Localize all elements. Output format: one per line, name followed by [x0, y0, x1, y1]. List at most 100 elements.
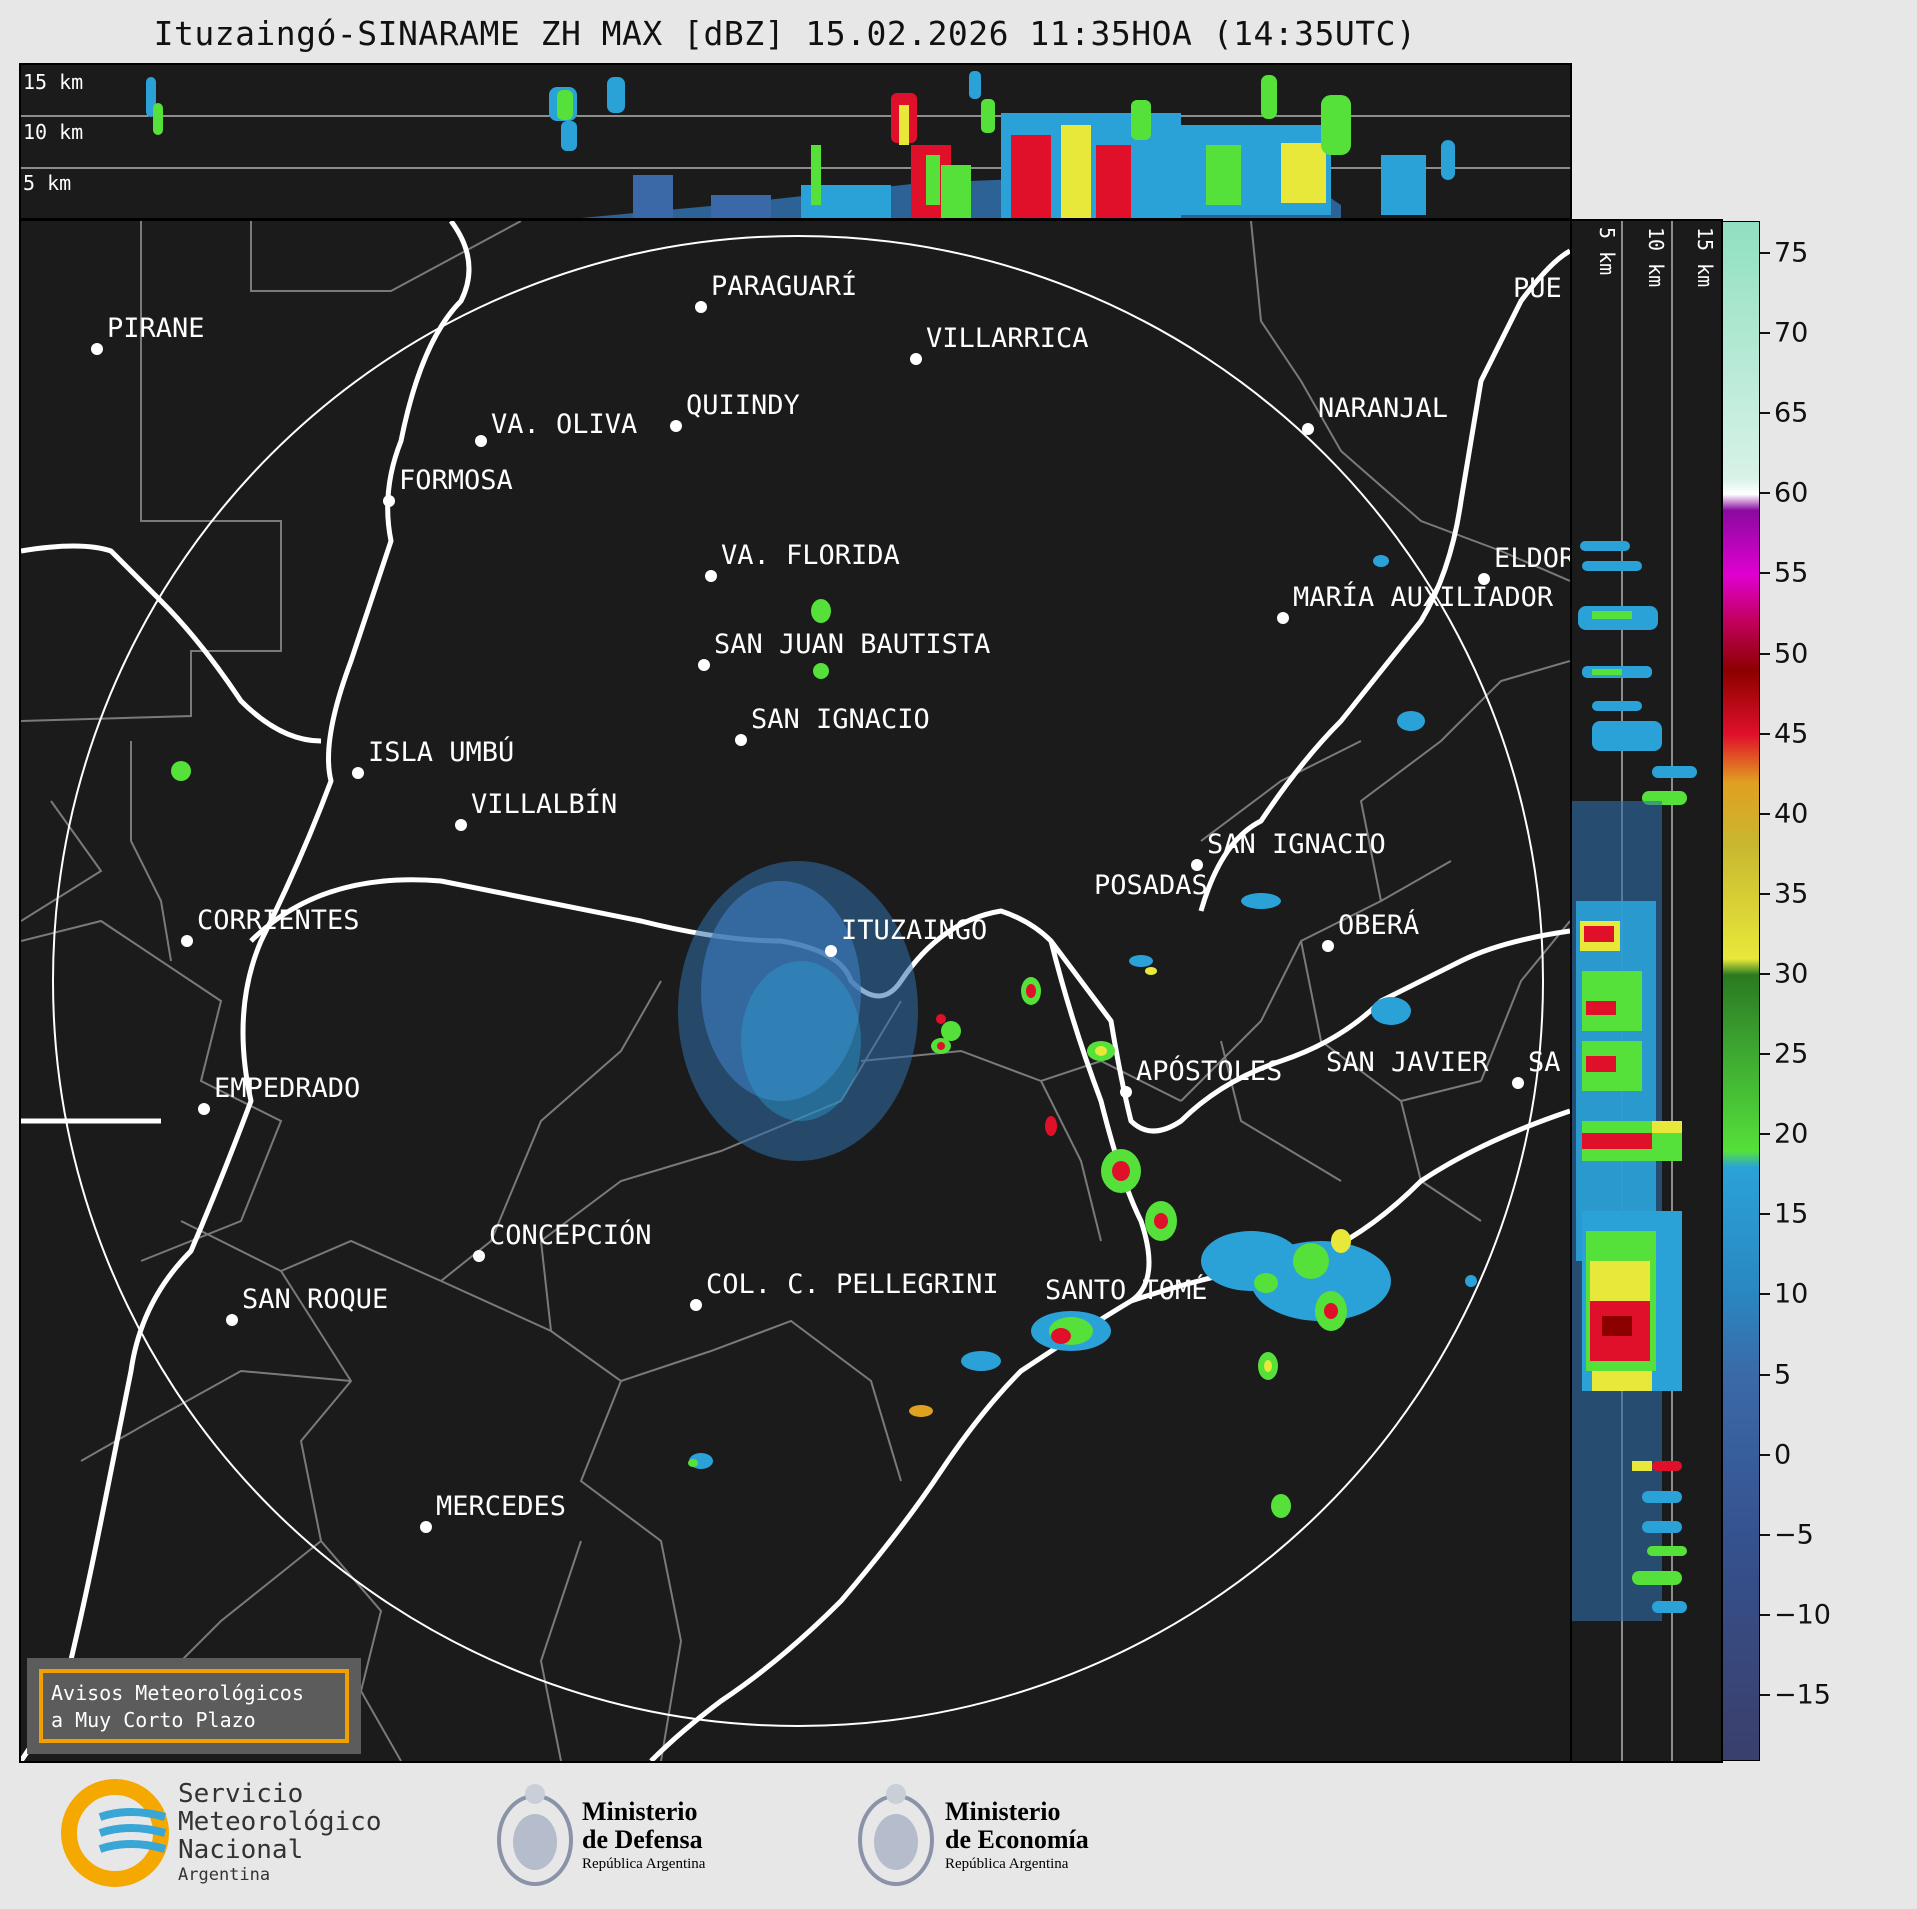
colorbar-tick-label: 65 — [1774, 397, 1809, 429]
place-dot-isla-umbu — [352, 767, 364, 779]
smn-line-2: Meteorológico — [178, 1807, 382, 1837]
economia-logo: Ministerio de Economía República Argenti… — [858, 1784, 1089, 1886]
colorbar-tick — [1760, 412, 1770, 415]
height-label-10km: 10 km — [23, 120, 83, 144]
place-label: NARANJAL — [1318, 393, 1448, 424]
colorbar-tick-label: 25 — [1774, 1038, 1809, 1070]
height-label-5km: 5 km — [23, 171, 71, 195]
place-label: PIRANE — [107, 313, 205, 344]
place-dot-va-florida — [705, 570, 717, 582]
place-dot-paraguari — [695, 301, 707, 313]
place-dot-col-c-pellegrini — [690, 1299, 702, 1311]
notice-line-1: Avisos Meteorológicos — [51, 1681, 304, 1705]
place-dot-ituzaingo — [825, 945, 837, 957]
radar-range-circle — [52, 235, 1544, 1727]
dbz-colorbar — [1722, 221, 1760, 1761]
place-label: SAN IGNACIO — [751, 704, 930, 735]
place-label: PARAGUARÍ — [711, 270, 857, 302]
colorbar-tick-label: 40 — [1774, 798, 1809, 830]
place-dots — [91, 301, 1524, 1533]
colorbar-tick — [1760, 492, 1770, 495]
map-title: Ituzaingó-SINARAME ZH MAX [dBZ] 15.02.20… — [153, 14, 1417, 53]
defensa-line-1: Ministerio — [582, 1797, 698, 1826]
notice-box[interactable]: Avisos Meteorológicos a Muy Corto Plazo — [27, 1658, 361, 1754]
place-label: CONCEPCIÓN — [489, 1219, 652, 1251]
colorbar-tick — [1760, 1533, 1770, 1536]
colorbar-tick-label: 55 — [1774, 557, 1809, 589]
place-label: SAN JAVIER — [1326, 1047, 1489, 1078]
colorbar-tick — [1760, 652, 1770, 655]
place-labels: PARAGUARÍ PIRANE VILLARRICA VA. OLIVA QU… — [107, 270, 1570, 1522]
place-label: COL. C. PELLEGRINI — [706, 1269, 999, 1300]
colorbar-tick — [1760, 572, 1770, 575]
colorbar-tick — [1760, 1133, 1770, 1136]
defensa-line-3: República Argentina — [582, 1856, 706, 1872]
defensa-line-2: de Defensa — [582, 1825, 703, 1854]
top-echo-profile — [146, 71, 1455, 218]
rivers-borders — [21, 221, 1570, 1761]
place-dot-corrientes — [181, 935, 193, 947]
top-cross-section-svg: 15 km 10 km 5 km — [21, 70, 1570, 218]
colorbar-tick — [1760, 812, 1770, 815]
colorbar-tick — [1760, 732, 1770, 735]
place-dot-va-oliva — [475, 435, 487, 447]
colorbar-tick-label: −15 — [1774, 1679, 1831, 1711]
colorbar-tick-label: 10 — [1774, 1278, 1809, 1310]
colorbar-tick — [1760, 1293, 1770, 1296]
colorbar-tick-label: −10 — [1774, 1599, 1831, 1631]
footer-logos: Servicio Meteorológico Nacional Argentin… — [61, 1779, 1089, 1887]
place-dot-san-roque — [226, 1314, 238, 1326]
place-label: SA — [1528, 1047, 1561, 1078]
place-label: QUIINDY — [686, 390, 800, 421]
place-label: SANTO TOMÉ — [1045, 1274, 1208, 1306]
radar-map-panel[interactable]: PARAGUARÍ PIRANE VILLARRICA VA. OLIVA QU… — [19, 219, 1572, 1763]
smn-line-4: Argentina — [178, 1865, 270, 1885]
colorbar-tick — [1760, 972, 1770, 975]
place-dot-obera — [1322, 940, 1334, 952]
place-label: SAN ROQUE — [242, 1284, 388, 1315]
colorbar-tick-label: 50 — [1774, 638, 1809, 670]
colorbar-tick-label: 15 — [1774, 1198, 1809, 1230]
place-dot-concepcion — [473, 1250, 485, 1262]
side-echo-profile — [1572, 541, 1697, 1621]
place-dot-sa — [1512, 1077, 1524, 1089]
place-label: VA. FLORIDA — [721, 540, 900, 571]
place-dot-pirane — [91, 343, 103, 355]
place-dot-apostoles — [1120, 1086, 1132, 1098]
place-label: POSADAS — [1094, 870, 1208, 901]
colorbar-tick-label: 60 — [1774, 477, 1809, 509]
place-dot-maria-auxiliador — [1277, 612, 1289, 624]
colorbar-tick-label: 5 — [1774, 1359, 1792, 1390]
place-label: EMPEDRADO — [214, 1073, 360, 1104]
radar-map-svg: PARAGUARÍ PIRANE VILLARRICA VA. OLIVA QU… — [21, 221, 1570, 1761]
place-dot-san-juan-bautista — [698, 659, 710, 671]
place-label: PUE — [1513, 273, 1562, 304]
place-dot-san-ignacio-ar — [1191, 859, 1203, 871]
economia-line-2: de Economía — [945, 1825, 1089, 1854]
colorbar-tick — [1760, 1053, 1770, 1056]
place-label: VA. OLIVA — [491, 409, 637, 440]
place-label: SAN IGNACIO — [1207, 829, 1386, 860]
place-label: ITUZAINGÓ — [841, 914, 987, 946]
colorbar-tick-label: −5 — [1774, 1519, 1814, 1551]
colorbar-tick — [1760, 1693, 1770, 1696]
colorbar-tick — [1760, 252, 1770, 255]
place-label: ISLA UMBÚ — [368, 736, 514, 768]
place-label: MERCEDES — [436, 1491, 566, 1522]
height-label-15km: 15 km — [23, 70, 83, 94]
place-dot-villalbin — [455, 819, 467, 831]
smn-line-3: Nacional — [178, 1835, 303, 1865]
place-dot-naranjal — [1302, 423, 1314, 435]
place-dot-formosa — [383, 495, 395, 507]
place-dot-villarrica — [910, 353, 922, 365]
colorbar-tick — [1760, 1453, 1770, 1456]
place-label: APÓSTOLES — [1136, 1055, 1282, 1087]
economia-line-3: República Argentina — [945, 1856, 1069, 1872]
colorbar-tick-label: 45 — [1774, 718, 1809, 750]
notice-line-2: a Muy Corto Plazo — [51, 1708, 256, 1732]
place-dot-san-ignacio-py — [735, 734, 747, 746]
place-label: VILLALBÍN — [471, 788, 617, 820]
colorbar-tick-label: 0 — [1774, 1439, 1792, 1471]
colorbar-tick — [1760, 1373, 1770, 1376]
height-label-5km-v: 5 km — [1595, 227, 1619, 275]
